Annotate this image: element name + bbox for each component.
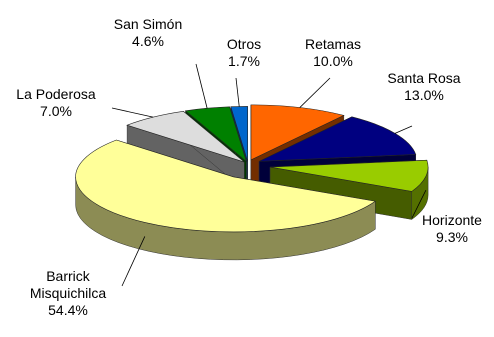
slice-santa-rosa xyxy=(258,116,417,162)
slice-barrick-misquichilca xyxy=(75,139,377,233)
label-la-poderosa: La Poderosa 7.0% xyxy=(16,86,96,119)
leader-lines xyxy=(111,63,427,287)
label-santa-rosa: Santa Rosa 13.0% xyxy=(387,70,461,103)
slice-horizonte xyxy=(270,159,429,192)
label-horizonte: Horizonte 9.3% xyxy=(422,212,482,245)
leader-line-6 xyxy=(235,77,240,107)
slice-san-sim-n xyxy=(184,106,247,163)
leader-line-3 xyxy=(121,236,146,287)
leader-line-0 xyxy=(299,77,331,108)
leader-line-1 xyxy=(394,125,413,134)
label-barrick: Barrick Misquichilca 54.4% xyxy=(29,268,107,318)
label-otros: Otros 1.7% xyxy=(226,36,262,69)
pie-tops xyxy=(75,104,429,233)
leader-line-2 xyxy=(411,190,427,219)
leader-line-4 xyxy=(111,107,154,118)
slice-la-poderosa xyxy=(126,110,245,163)
label-san-simon: San Simón 4.6% xyxy=(113,16,183,49)
label-retamas: Retamas 10.0% xyxy=(304,36,362,69)
leader-line-5 xyxy=(195,63,208,109)
slice-otros xyxy=(230,106,248,162)
